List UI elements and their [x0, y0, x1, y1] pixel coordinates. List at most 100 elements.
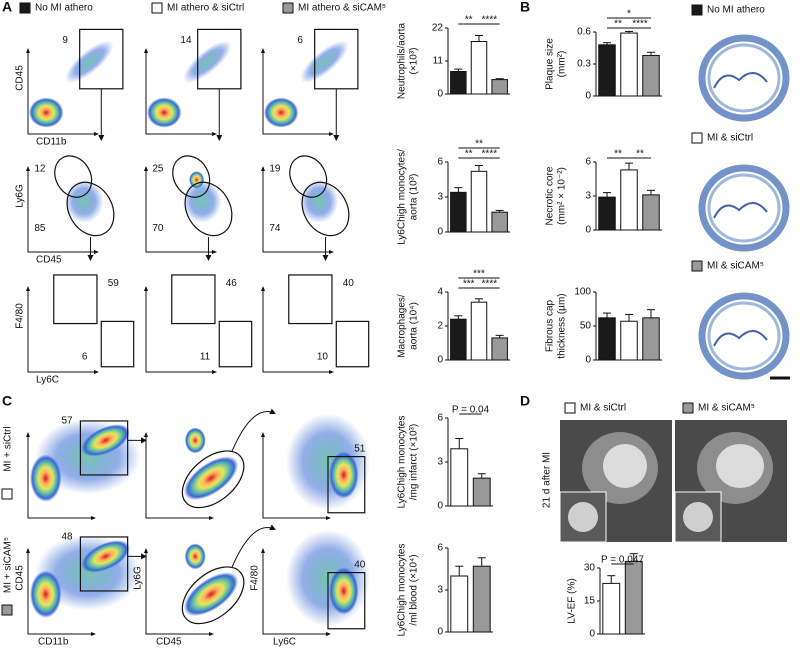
- y-axis-label: Plaque size: [545, 38, 556, 90]
- flow-plot: [26, 286, 99, 374]
- gate-arrow: [231, 408, 276, 452]
- y-tick-label: 0.3: [577, 59, 591, 70]
- density-cloud: [189, 171, 205, 189]
- gate: [181, 450, 245, 509]
- y-tick-label: 0: [585, 91, 591, 102]
- gate-percent: 74: [269, 223, 281, 234]
- y-tick-label: 0.6: [577, 27, 591, 38]
- y-axis-label: Ly6Chigh monocytes: [397, 543, 408, 636]
- density-cloud: [182, 179, 222, 223]
- gate-percent: 25: [152, 164, 164, 175]
- legend-swatch: [564, 402, 576, 414]
- y-tick-label: 15: [584, 596, 596, 607]
- legend-label: MI & siCtrl: [580, 403, 626, 414]
- axis-head: [261, 48, 265, 53]
- y-tick-label: 0: [437, 627, 443, 638]
- significance-label: **: [636, 149, 644, 160]
- bar: [598, 196, 616, 231]
- axis-arrow: [262, 287, 333, 373]
- axis-head: [26, 286, 30, 291]
- legend-swatch: [282, 2, 294, 14]
- gate-percent: 40: [354, 560, 366, 571]
- axis-arrow: [262, 433, 330, 519]
- axis-arrow: [262, 549, 330, 635]
- axis-head: [144, 432, 148, 437]
- legend-swatch: [682, 402, 694, 414]
- bar: [450, 71, 467, 95]
- y-axis-label: Necrotic core: [545, 166, 556, 225]
- axis-arrow: [27, 549, 95, 635]
- gate: [327, 571, 366, 630]
- bar: [620, 169, 638, 231]
- flow-y-label: Ly6G: [15, 184, 26, 208]
- y-axis-label: (×10³): [409, 48, 420, 75]
- gate: [288, 274, 333, 325]
- y-tick-label: 100: [574, 287, 591, 298]
- significance-label: *: [627, 9, 631, 20]
- significance-label: **: [614, 19, 622, 30]
- flow-plot: [144, 543, 239, 636]
- histology-tissue: [713, 72, 768, 89]
- gate: [100, 320, 135, 368]
- gate-percent: 40: [343, 278, 355, 289]
- density-cloud: [81, 540, 131, 573]
- density-cloud: [300, 40, 349, 83]
- axis-arrow: [145, 549, 213, 635]
- bar: [450, 318, 467, 361]
- y-tick-label: 50: [580, 321, 592, 332]
- gate: [181, 566, 245, 625]
- flow-plot: [26, 166, 104, 254]
- gate: [171, 274, 216, 325]
- flow-x-label: Ly6C: [36, 375, 59, 386]
- flow-plot: [261, 40, 349, 136]
- legend-label: MI & siCtrl: [707, 133, 753, 144]
- axis-head: [91, 516, 96, 520]
- y-tick-label: 0: [437, 227, 443, 238]
- gate-percent: 46: [226, 278, 238, 289]
- flow-plot: [144, 286, 217, 374]
- axis-arrow: [27, 433, 95, 519]
- significance-label: ***: [473, 269, 485, 280]
- bar: [450, 575, 469, 633]
- y-tick-label: 3: [585, 191, 591, 202]
- axis-head: [94, 132, 99, 136]
- density-cloud: [183, 572, 239, 617]
- y-axis-label: (mm² × 10⁻²): [557, 167, 568, 225]
- axis-head: [212, 250, 217, 254]
- flow-y-label: F4/80: [250, 565, 261, 591]
- flow-plot: [261, 286, 334, 374]
- gate-percent: 48: [62, 532, 74, 543]
- density-cloud: [184, 427, 206, 454]
- significance-label: **: [465, 15, 473, 26]
- flow-plot: [261, 166, 339, 254]
- flow-x-label: CD45: [156, 637, 182, 648]
- axis-head: [209, 516, 214, 520]
- bar: [642, 194, 660, 231]
- significance-label: ****: [632, 19, 648, 30]
- significance-label: **: [475, 139, 483, 150]
- legend-label: MI athero & siCAM⁵: [298, 3, 386, 14]
- y-tick-label: 0: [585, 225, 591, 236]
- histology-tissue: [713, 202, 768, 219]
- density-cloud: [30, 454, 62, 502]
- y-axis-label: /ml blood (×10⁴): [409, 554, 420, 625]
- y-axis-label: thickness (µm): [557, 293, 568, 358]
- y-tick-label: 3: [437, 585, 443, 596]
- bar: [491, 79, 508, 95]
- legend-label: MI & siCAM⁵: [707, 261, 764, 272]
- axis-head: [26, 548, 30, 553]
- density-cloud: [183, 40, 232, 83]
- mri-inset-heart: [568, 502, 598, 532]
- flow-plot: [26, 534, 141, 636]
- histology-ring: [707, 301, 781, 371]
- axis-head: [212, 370, 217, 374]
- axis-head: [209, 632, 214, 636]
- flow-y-label: MI + siCtrl: [3, 426, 14, 471]
- legend-label: No MI athero: [35, 3, 93, 14]
- bar: [620, 32, 638, 97]
- gate-percent: 12: [34, 164, 46, 175]
- y-tick-label: 3: [437, 457, 443, 468]
- flow-y-label: 21 d after MI: [542, 452, 553, 508]
- density-cloud: [30, 570, 62, 618]
